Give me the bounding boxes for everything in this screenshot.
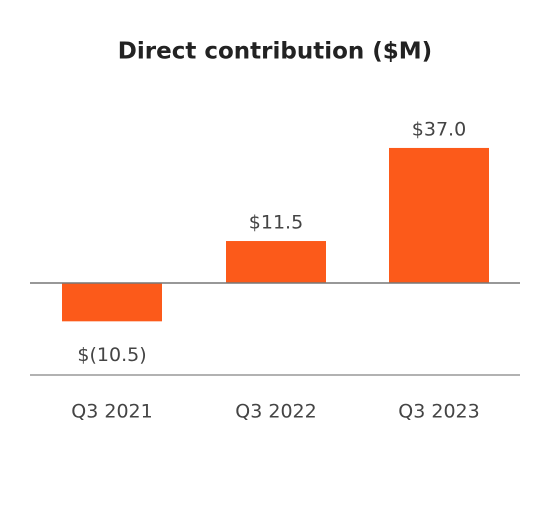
x-tick-label: Q3 2021 [71, 401, 152, 423]
value-label: $37.0 [412, 118, 466, 140]
bar [389, 147, 489, 283]
bar [226, 241, 326, 283]
x-tick-label: Q3 2022 [235, 401, 316, 423]
x-tick-label: Q3 2023 [398, 401, 479, 423]
bar [62, 283, 162, 322]
value-label: $(10.5) [77, 344, 146, 366]
value-label: $11.5 [249, 212, 303, 234]
chart-title: Direct contribution ($M) [118, 39, 432, 65]
